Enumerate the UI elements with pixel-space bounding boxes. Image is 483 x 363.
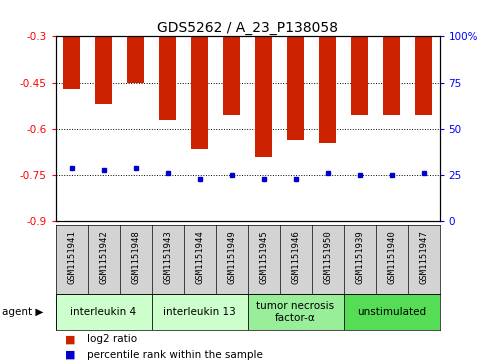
Bar xyxy=(248,294,343,330)
Text: GSM1151940: GSM1151940 xyxy=(387,231,396,284)
Text: GSM1151942: GSM1151942 xyxy=(99,231,108,284)
Bar xyxy=(152,294,248,330)
Bar xyxy=(343,294,440,330)
Bar xyxy=(63,0,80,89)
Text: interleukin 4: interleukin 4 xyxy=(71,307,137,317)
Text: GSM1151946: GSM1151946 xyxy=(291,231,300,284)
Bar xyxy=(56,294,152,330)
Text: GSM1151948: GSM1151948 xyxy=(131,231,140,284)
Text: GSM1151950: GSM1151950 xyxy=(323,231,332,284)
Text: unstimulated: unstimulated xyxy=(357,307,426,317)
Bar xyxy=(383,0,400,115)
Bar xyxy=(415,0,432,115)
Bar xyxy=(127,0,144,82)
Text: GSM1151944: GSM1151944 xyxy=(195,231,204,284)
Bar xyxy=(223,0,241,115)
Bar xyxy=(319,0,336,143)
Text: tumor necrosis
factor-α: tumor necrosis factor-α xyxy=(256,301,335,323)
Text: interleukin 13: interleukin 13 xyxy=(163,307,236,317)
Bar xyxy=(191,0,208,149)
Text: ■: ■ xyxy=(65,350,76,360)
Bar xyxy=(287,0,304,140)
Bar xyxy=(159,0,176,119)
Bar xyxy=(351,0,369,115)
Text: GSM1151949: GSM1151949 xyxy=(227,231,236,284)
Text: GSM1151943: GSM1151943 xyxy=(163,231,172,284)
Text: percentile rank within the sample: percentile rank within the sample xyxy=(87,350,263,360)
Text: log2 ratio: log2 ratio xyxy=(87,334,137,344)
Title: GDS5262 / A_23_P138058: GDS5262 / A_23_P138058 xyxy=(157,21,338,35)
Bar xyxy=(95,0,113,104)
Text: GSM1151947: GSM1151947 xyxy=(419,231,428,284)
Text: ■: ■ xyxy=(65,334,76,344)
Text: GSM1151945: GSM1151945 xyxy=(259,231,268,284)
Text: GSM1151941: GSM1151941 xyxy=(67,231,76,284)
Bar xyxy=(255,0,272,156)
Text: GSM1151939: GSM1151939 xyxy=(355,231,364,284)
Text: agent ▶: agent ▶ xyxy=(2,307,44,317)
